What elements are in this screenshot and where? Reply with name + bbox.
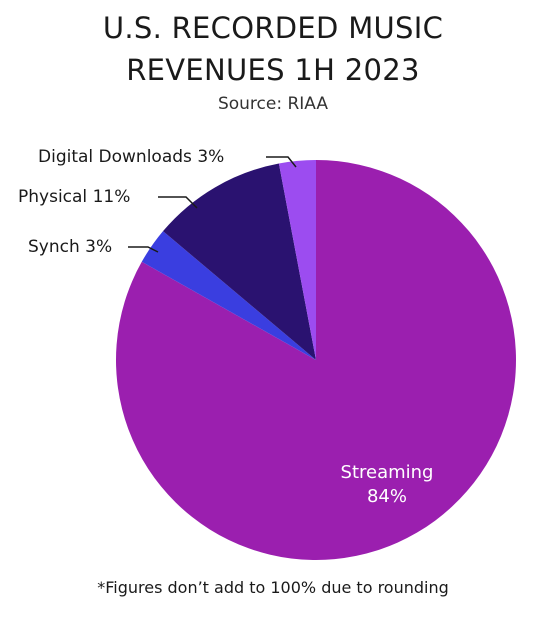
chart-title-line-2: REVENUES 1H 2023 bbox=[126, 53, 420, 87]
chart-footnote: *Figures don’t add to 100% due to roundi… bbox=[97, 578, 449, 597]
chart-subtitle: Source: RIAA bbox=[217, 94, 329, 114]
label-digital-downloads: Digital Downloads 3% bbox=[38, 147, 224, 167]
label-synch: Synch 3% bbox=[28, 237, 112, 257]
label-digital-downloads-value: 3% bbox=[197, 147, 225, 167]
label-physical-value: 11% bbox=[92, 187, 131, 207]
leader-synch bbox=[128, 246, 159, 253]
slice-streaming-value: 84% bbox=[367, 486, 407, 507]
slice-synch bbox=[141, 231, 316, 360]
chart-title-line-1: U.S. RECORDED MUSIC bbox=[102, 11, 444, 45]
label-physical-name: Physical bbox=[18, 187, 88, 207]
slice-physical bbox=[163, 163, 316, 360]
label-physical: Physical 11% bbox=[18, 187, 130, 207]
slice-digital-downloads bbox=[278, 160, 316, 360]
label-synch-value: 3% bbox=[85, 237, 113, 257]
leader-physical bbox=[158, 196, 198, 209]
slice-streaming bbox=[115, 160, 516, 560]
label-digital-downloads-name: Digital Downloads bbox=[38, 147, 192, 167]
label-synch-name: Synch bbox=[28, 237, 80, 257]
slice-streaming-label: Streaming bbox=[341, 462, 434, 483]
leader-digital-downloads bbox=[266, 156, 297, 168]
